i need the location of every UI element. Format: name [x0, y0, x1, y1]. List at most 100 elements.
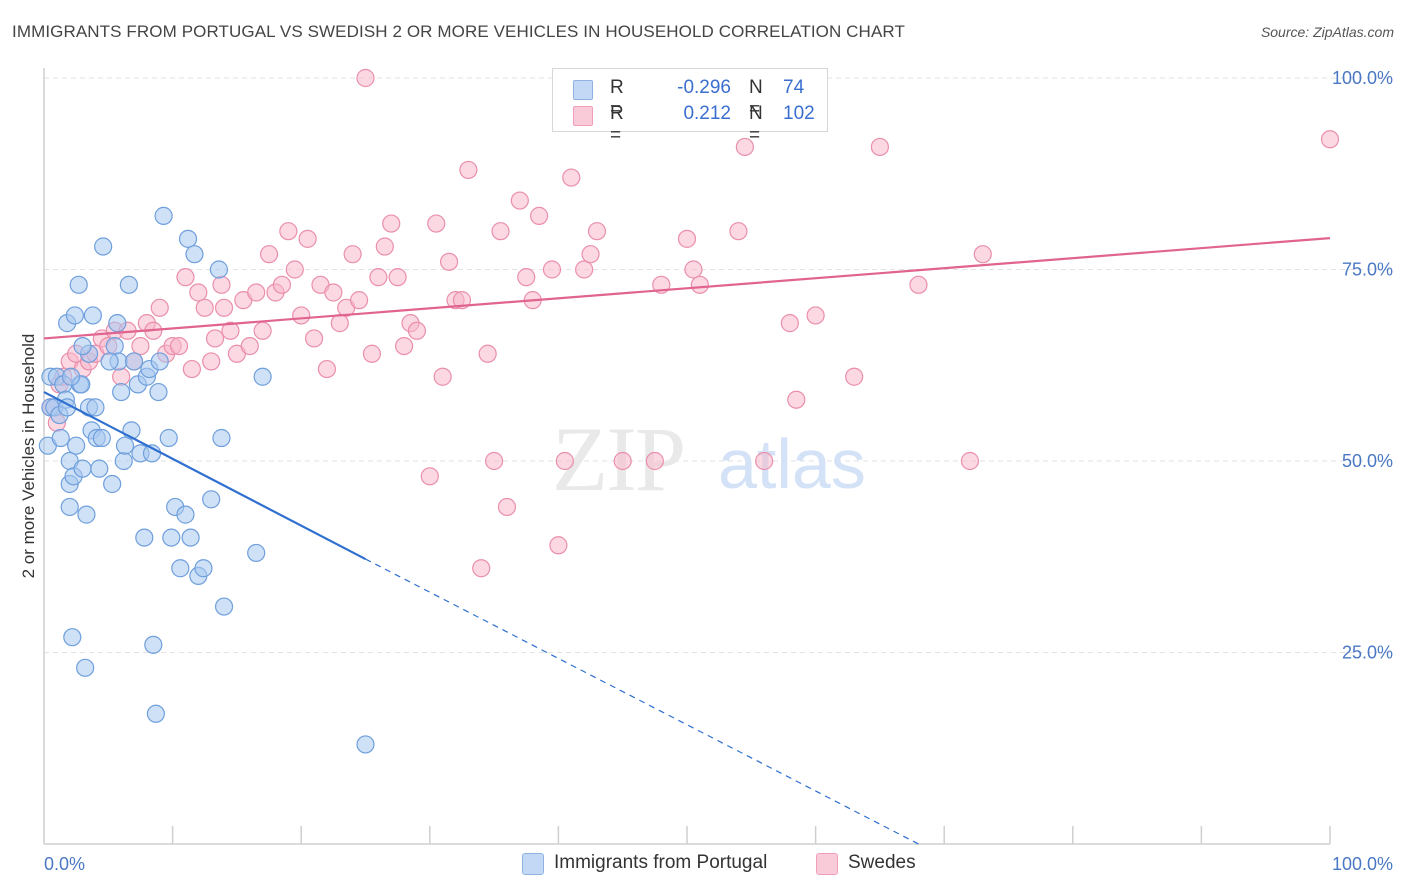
legend-n-label: N = — [749, 77, 763, 120]
y-tick-label: 50.0% — [1342, 451, 1393, 471]
swedes-point — [131, 337, 150, 356]
swedes-point — [587, 222, 607, 241]
portugal-point — [86, 398, 105, 417]
swedes-point — [690, 275, 709, 294]
portugal-point — [150, 352, 169, 371]
swedes-point — [420, 467, 439, 486]
swedes-point — [530, 206, 549, 225]
legend-r-label: R = — [610, 103, 624, 146]
swedes-point — [330, 314, 349, 333]
portugal-point — [103, 474, 122, 494]
portugal-point — [94, 237, 113, 256]
swedes-point — [555, 451, 574, 471]
swedes-point — [343, 245, 362, 264]
source-credit: Source: ZipAtlas.com — [1260, 24, 1394, 40]
swedes-point — [195, 298, 214, 317]
swedes-point — [362, 344, 382, 363]
portugal-point — [73, 337, 92, 356]
swedes-point — [562, 168, 581, 187]
portugal-point — [159, 428, 178, 448]
swedes-point — [221, 321, 240, 340]
y-axis-label: 2 or more Vehicles in Household — [19, 334, 38, 579]
swedes-point — [510, 191, 529, 210]
portugal-point — [112, 382, 131, 402]
swedes-point — [407, 321, 427, 340]
legend-n-label: N = — [749, 103, 763, 146]
portugal-point — [162, 528, 181, 547]
portugal-point — [115, 436, 135, 455]
swedes-point — [960, 451, 980, 471]
swedes-point — [356, 68, 375, 88]
portugal-point — [202, 490, 221, 509]
swedes-point — [189, 283, 208, 302]
swedes-point — [247, 283, 266, 302]
portugal-point — [149, 382, 168, 402]
swedes-point — [729, 222, 748, 241]
swedes-point — [169, 337, 189, 356]
swedes-point — [253, 321, 272, 340]
swedes-point — [613, 451, 632, 471]
portugal-point — [51, 428, 70, 448]
portugal-point — [108, 314, 127, 333]
swedes-point — [375, 237, 394, 256]
portugal-point — [63, 628, 82, 647]
swedes-point — [272, 275, 292, 294]
legend-r-value: -0.296 — [677, 77, 731, 98]
portugal-point — [194, 559, 213, 578]
portugal-point — [83, 306, 102, 325]
swedes-trend-line — [43, 236, 1331, 340]
swedes-point — [304, 329, 324, 348]
swedes-point — [491, 222, 510, 241]
swedes-point — [806, 306, 825, 325]
swedes-point — [298, 229, 317, 248]
bottom-legend-label: Immigrants from Portugal — [554, 852, 768, 873]
swedes-point — [973, 245, 992, 264]
portugal-point — [119, 275, 138, 294]
swedes-point — [382, 214, 401, 233]
portugal-point — [214, 597, 234, 616]
bottom-legend-label: Swedes — [848, 852, 916, 873]
swedes-point — [433, 367, 452, 386]
swedes-point — [645, 451, 664, 471]
swedes-point — [292, 306, 311, 325]
legend-r-value: 0.212 — [683, 103, 731, 124]
swedes-point — [285, 260, 304, 279]
swedes-point — [369, 268, 388, 287]
portugal-point — [76, 658, 95, 677]
y-tick-label: 100.0% — [1332, 68, 1393, 88]
portugal-point — [146, 704, 165, 723]
legend-swatch-pink — [573, 106, 593, 126]
legend-n-value: 74 — [783, 77, 805, 98]
x-tick-label-min: 0.0% — [44, 854, 85, 874]
swedes-point — [517, 268, 536, 287]
portugal-point — [105, 337, 124, 356]
bottom-legend-swatch-blue — [522, 853, 544, 875]
swedes-point — [684, 260, 703, 279]
swedes-point — [497, 497, 517, 517]
x-tick-label-max: 100.0% — [1332, 854, 1393, 874]
legend-n-value: 102 — [783, 103, 815, 124]
portugal-point — [114, 451, 133, 471]
swedes-point — [459, 160, 478, 180]
swedes-point — [478, 344, 497, 363]
swedes-point — [240, 337, 259, 356]
portugal-point — [90, 459, 109, 478]
portugal-point — [185, 245, 204, 264]
portugal-point — [209, 260, 228, 279]
swedes-point — [787, 390, 806, 409]
swedes-point — [677, 229, 697, 248]
portugal-point — [124, 352, 144, 371]
swedes-point — [259, 245, 279, 264]
portugal-point — [178, 229, 198, 248]
trend-lines — [43, 236, 1331, 845]
swedes-point — [845, 367, 864, 386]
portugal-point — [61, 367, 81, 386]
portugal-point — [181, 528, 200, 547]
y-tick-labels: 25.0% 50.0% 75.0% 100.0% — [1332, 68, 1393, 663]
watermark-atlas: atlas — [718, 425, 866, 503]
portugal-point — [247, 543, 266, 563]
swedes-point — [317, 359, 337, 379]
portugal-trend-line — [43, 391, 367, 561]
swedes-point — [549, 536, 568, 555]
